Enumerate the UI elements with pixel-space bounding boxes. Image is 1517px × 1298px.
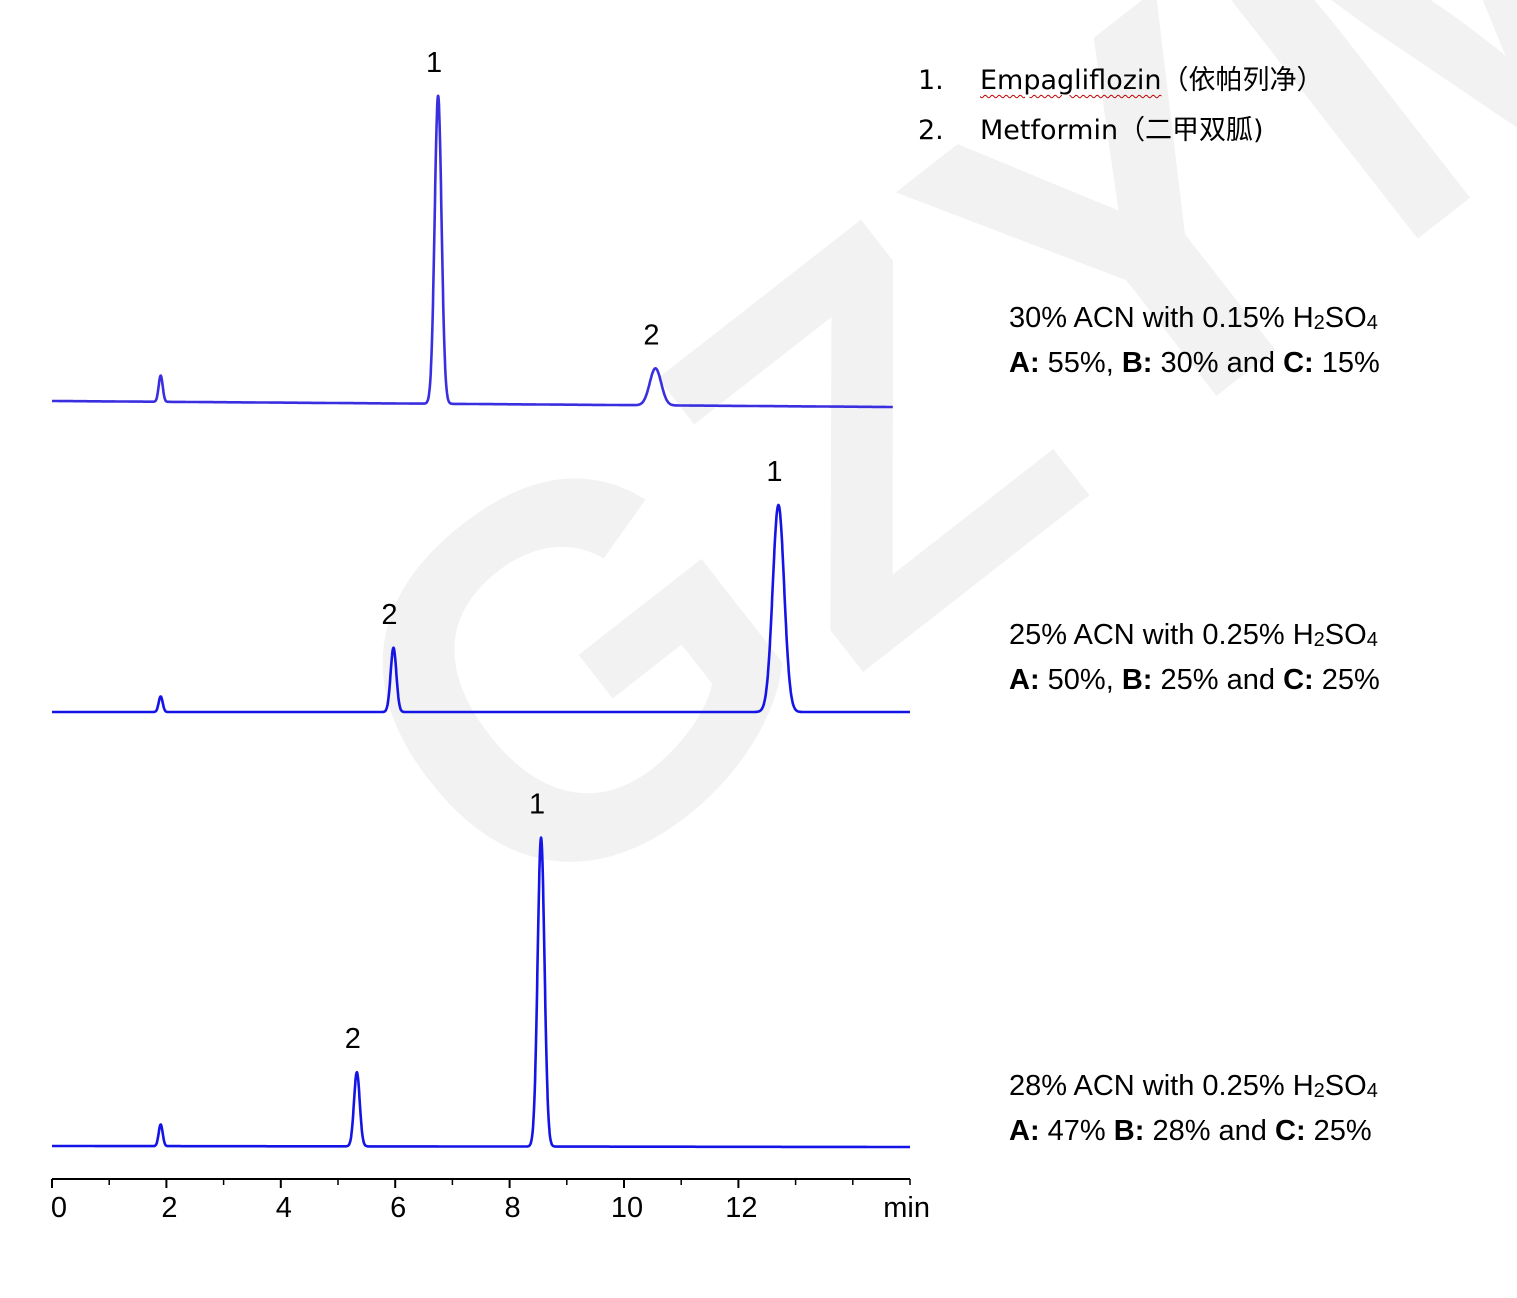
condition-block-3: 28% ACN with 0.25% H2SO4 A: 47% B: 28% a… — [1009, 1066, 1378, 1151]
legend-cn-name: （二甲双胍) — [1118, 115, 1264, 146]
legend-number: 1. — [918, 65, 944, 96]
legend-number: 2. — [918, 115, 944, 146]
x-tick-label: 10 — [611, 1192, 643, 1224]
trace-2 — [51, 503, 911, 714]
condition-line-mobile-phase: 25% ACN with 0.25% H2SO4 — [1009, 619, 1378, 651]
condition-block-2: 25% ACN with 0.25% H2SO4 A: 50%, B: 25% … — [1009, 615, 1380, 700]
trace-1 — [51, 94, 894, 409]
x-tick-label: 0 — [51, 1192, 67, 1224]
peak-label: 2 — [381, 599, 397, 631]
x-tick-label: 6 — [390, 1192, 406, 1224]
condition-line-mobile-phase: 30% ACN with 0.15% H2SO4 — [1009, 302, 1378, 334]
condition-line-mobile-phase: 28% ACN with 0.25% H2SO4 — [1009, 1070, 1378, 1102]
peak-label: 2 — [345, 1023, 361, 1055]
legend-cn-name: （依帕列净） — [1161, 65, 1324, 96]
x-tick-label: 4 — [276, 1192, 292, 1224]
condition-block-1: 30% ACN with 0.15% H2SO4 A: 55%, B: 30% … — [1009, 298, 1380, 383]
trace-3 — [51, 836, 911, 1149]
x-tick-label: 2 — [161, 1192, 177, 1224]
condition-line-ratio: A: 47% B: 28% and C: 25% — [1009, 1115, 1372, 1147]
peak-label: 1 — [426, 47, 442, 79]
x-tick-label: 8 — [505, 1192, 521, 1224]
legend-item-2: 2. Metformin（二甲双胍) — [918, 108, 1264, 147]
condition-line-ratio: A: 55%, B: 30% and C: 15% — [1009, 347, 1380, 379]
legend-name: Metformin — [980, 115, 1119, 146]
peak-label: 1 — [766, 456, 782, 488]
x-tick-label: 12 — [725, 1192, 757, 1224]
peak-label: 1 — [529, 789, 545, 821]
peak-label: 2 — [643, 319, 659, 351]
legend-name: Empagliflozin — [980, 65, 1162, 96]
legend-item-1: 1. Empagliflozin（依帕列净） — [918, 58, 1324, 97]
condition-line-ratio: A: 50%, B: 25% and C: 25% — [1009, 664, 1380, 696]
x-axis-label: min — [883, 1192, 930, 1224]
